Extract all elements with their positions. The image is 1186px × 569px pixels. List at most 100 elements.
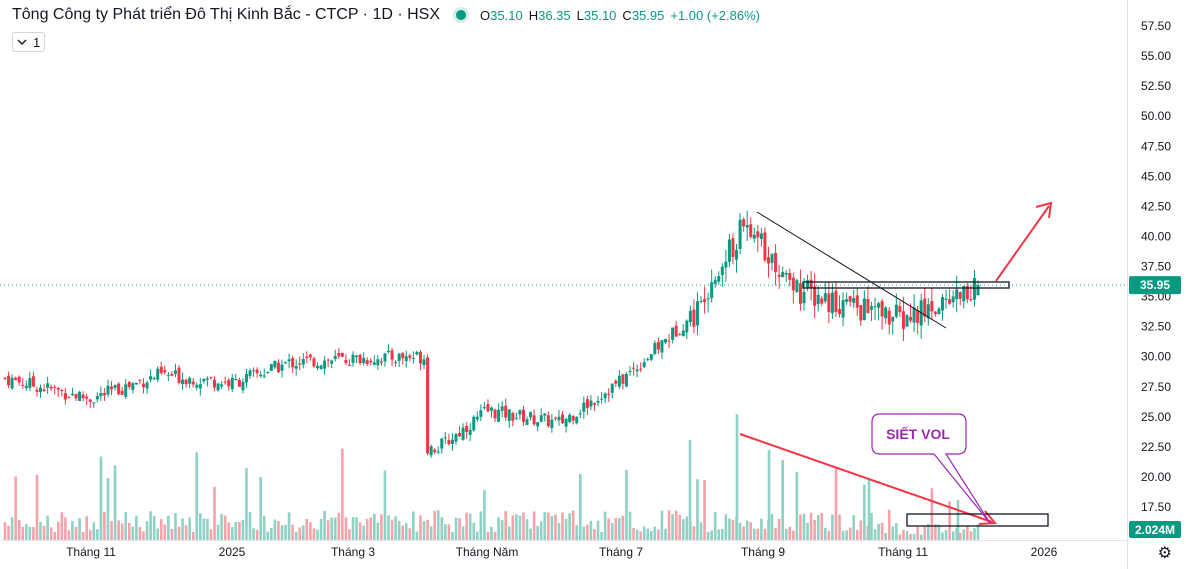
volume-bar [67,530,71,540]
volume-bar [554,514,557,540]
volume-bar [376,522,380,540]
annotation-callout [871,413,991,524]
volume-bar [124,512,128,540]
volume-bar [195,452,199,540]
symbol-title[interactable]: Tông Công ty Phát triển Đô Thị Kinh Bắc … [12,6,441,23]
volume-bar [32,527,35,540]
price-tick-label: 22.50 [1141,440,1171,454]
volume-bar [561,512,564,540]
volume-bar [266,531,270,540]
price-tick-label: 27.50 [1141,380,1171,394]
candle-body [539,415,543,422]
volume-bar [117,520,120,540]
volume-bar [202,518,206,540]
candle-body [106,385,110,395]
volume-bar [525,519,529,540]
volume-bar [309,522,312,540]
candle-body [845,299,849,302]
volume-bar [60,512,64,540]
candle-body [898,306,902,313]
candle-body [3,377,7,379]
candle-body [504,405,508,418]
volume-bar [479,511,483,540]
candle-body [692,309,696,327]
volume-bar [486,531,490,540]
volume-bar [777,518,781,540]
volume-bar [614,517,618,540]
volume-bar [774,528,777,540]
volume-bar [941,532,944,540]
volume-bar [770,514,774,540]
candle-body [78,391,82,402]
volume-bar [145,521,149,540]
resistance-box [802,281,1010,289]
arrow-head-icon [978,510,998,525]
candle-body [511,412,515,421]
time-tick-label: 2026 [1031,545,1058,559]
volume-bar [220,514,223,540]
candle-body [284,361,288,364]
volume-bar [287,512,291,540]
volume-bar [681,519,685,540]
volume-bar [891,526,895,540]
volume-bar [884,533,887,540]
candle-body [216,383,220,391]
volume-squeeze-box [906,513,1049,527]
candle-body [490,407,493,411]
candle-body [681,330,685,337]
candle-body [362,357,366,363]
volume-bar [898,534,902,540]
candle-body [813,286,817,306]
volume-bar [42,526,46,540]
candle-body [326,359,330,361]
candle-body [731,238,735,257]
volume-bar [142,531,145,540]
time-tick-label: Tháng 3 [331,545,375,559]
volume-bar [824,527,827,540]
volume-bar [760,518,763,540]
volume-bar [593,529,596,540]
volume-bar [703,480,706,540]
candle-body [706,298,710,300]
volume-bar [468,513,472,540]
candle-body [798,283,802,304]
volume-bar [238,522,241,540]
time-tick-label: Tháng 11 [66,545,116,559]
volume-bar [301,525,305,540]
volume-bar [209,529,213,540]
volume-bar [578,473,582,540]
volume-bar [284,524,287,540]
volume-bar [330,517,334,540]
volume-bar [692,526,696,540]
volume-bar [120,523,124,540]
candle-body [717,276,721,282]
volume-bar [255,529,259,540]
volume-bar [781,460,784,540]
volume-bar [948,501,951,540]
candle-body [355,355,359,358]
candle-body [667,340,671,342]
gear-icon[interactable]: ⚙ [1157,545,1172,562]
candle-body [894,304,898,317]
candle-body [529,412,533,418]
volume-bar [408,528,412,540]
collapse-indicators-button[interactable]: 1 [12,32,46,52]
volume-bar [511,515,515,540]
candle-body [589,400,593,407]
candle-body [621,374,625,384]
volume-bar [887,509,891,540]
candle-body [816,294,820,304]
candle-body [124,384,128,397]
volume-bar [550,515,554,540]
volume-bar [46,515,49,540]
candle-body [149,376,153,380]
volume-decline-arrow [739,433,993,523]
candle-body [241,381,245,391]
volume-bar [355,517,358,540]
volume-bar [717,529,721,540]
candle-body [955,289,959,300]
candle-body [834,290,838,312]
candle-body [379,361,383,363]
candle-body [234,379,238,381]
